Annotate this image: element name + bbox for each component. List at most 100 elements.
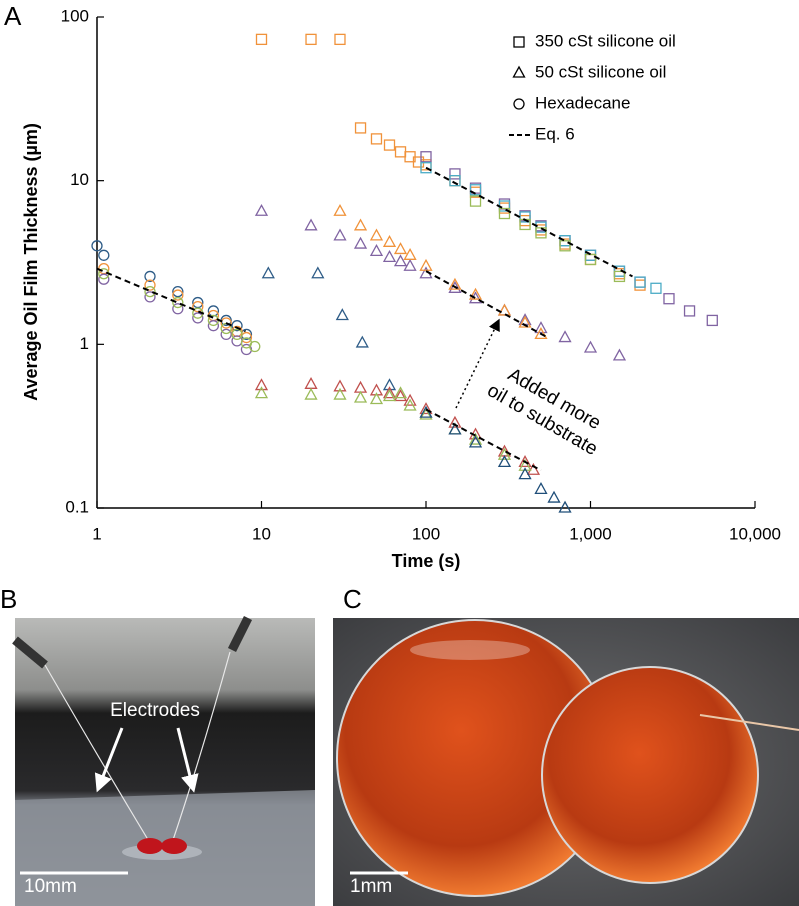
triangle-marker (304, 218, 318, 231)
triangle-marker (518, 455, 532, 468)
triangle-marker (353, 218, 368, 231)
square-marker (370, 133, 383, 145)
triangle-marker (382, 249, 397, 262)
triangle-marker (419, 407, 433, 420)
triangle-marker (468, 432, 483, 445)
electrode (699, 714, 799, 731)
circle-marker (207, 320, 220, 332)
circle-marker (172, 289, 184, 301)
square-marker (613, 270, 626, 283)
legend-label: 50 cSt silicone oil (535, 62, 666, 81)
square-marker (420, 151, 432, 163)
circle-marker (172, 303, 184, 315)
triangle-marker (382, 386, 397, 399)
triangle-marker (468, 435, 483, 448)
circle-marker (144, 279, 156, 291)
triangle-marker (304, 376, 318, 389)
triangle-marker (419, 405, 433, 418)
triangle-marker (311, 266, 325, 279)
square-marker (469, 184, 482, 196)
triangle-marker (448, 277, 462, 290)
x-tick-label: 1 (92, 524, 101, 543)
annotation-arrow (455, 318, 500, 409)
fit-line (425, 408, 542, 472)
triangle-marker (353, 236, 368, 249)
square-marker (255, 33, 268, 46)
triangle-marker (369, 243, 384, 256)
circle-marker (172, 296, 184, 309)
scale-label: 10mm (24, 876, 77, 897)
square-marker (420, 162, 432, 174)
triangle-marker (393, 242, 408, 255)
triangle-marker (393, 386, 408, 399)
y-tick-label: 1 (80, 334, 89, 353)
y-axis-title: Average Oil Film Thickness (µm) (21, 123, 41, 401)
circle-marker (249, 340, 261, 353)
x-tick-label: 1,000 (569, 524, 612, 543)
triangle-marker (333, 203, 347, 216)
photo-b: B Electrodes 10mm (0, 584, 315, 906)
droplet (161, 838, 187, 854)
circle-marker (98, 249, 110, 261)
triangle-marker (261, 266, 275, 279)
triangle-marker (518, 315, 532, 328)
triangle-marker (558, 330, 572, 343)
square-marker (383, 139, 396, 151)
triangle-marker (518, 458, 532, 471)
circle-marker (91, 240, 103, 252)
panel-label: B (0, 584, 17, 614)
circle-marker (192, 312, 204, 324)
triangle-marker (419, 402, 433, 415)
square-marker (449, 168, 461, 180)
wire (44, 664, 151, 844)
triangle-marker (393, 254, 408, 267)
circle-marker (172, 285, 184, 298)
fit-line (96, 267, 246, 333)
square-marker (469, 195, 482, 207)
chart: A Time (s) Average Oil Film Thickness (µ… (4, 1, 781, 571)
fit-line (425, 270, 549, 339)
x-tick-label: 10 (252, 524, 271, 543)
square-marker (683, 305, 696, 317)
annotation: Added more oil to substrate (483, 364, 604, 460)
triangle-marker (497, 303, 512, 316)
triangle-marker (403, 398, 417, 411)
triangle-marker (382, 234, 397, 247)
square-marker (535, 221, 547, 233)
legend-label: 350 cSt silicone oil (535, 31, 676, 50)
x-tick-label: 10,000 (729, 524, 781, 543)
triangle-marker (612, 348, 627, 361)
triangle-marker (448, 280, 462, 293)
triangle-marker (534, 321, 548, 334)
circle-marker (231, 320, 243, 332)
triangle-marker (382, 389, 397, 402)
photo-annotation: Electrodes (110, 700, 200, 721)
triangle-marker (497, 447, 512, 460)
triangle-marker (333, 228, 347, 241)
square-marker (498, 207, 511, 220)
wire (171, 651, 231, 844)
triangle-marker (254, 378, 269, 391)
cable (227, 615, 253, 653)
arrow (94, 727, 124, 793)
triangle-marker (468, 287, 483, 300)
legend-label: Hexadecane (535, 93, 630, 112)
triangle-marker (448, 415, 462, 428)
square-marker (634, 276, 646, 288)
circle-marker (192, 300, 204, 313)
triangle-marker (403, 258, 417, 271)
legend-marker (512, 65, 526, 78)
triangle-marker (403, 247, 417, 260)
triangle-marker (333, 379, 347, 392)
y-tick-label: 100 (61, 6, 89, 25)
square-marker (584, 253, 597, 266)
triangle-marker (355, 335, 369, 348)
triangle-marker (558, 500, 572, 513)
circle-marker (231, 328, 243, 341)
arrow (176, 727, 199, 793)
circle-marker (144, 291, 156, 303)
triangle-marker (534, 327, 548, 340)
square-marker (535, 227, 547, 239)
square-marker (634, 276, 646, 288)
triangle-marker (403, 393, 417, 406)
